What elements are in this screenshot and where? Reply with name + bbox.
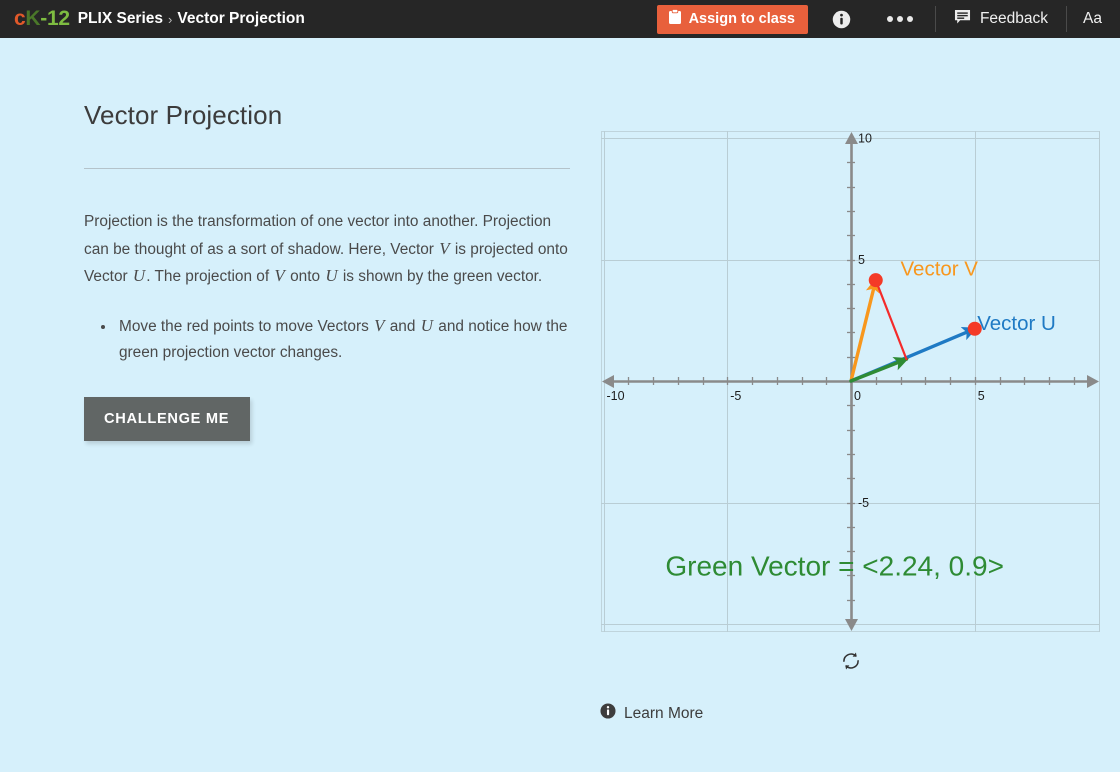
- info-circle-icon: [600, 703, 616, 724]
- info-circle-icon[interactable]: [832, 10, 851, 29]
- breadcrumb-separator-icon: ›: [168, 11, 173, 27]
- math-var-v-1: V: [439, 238, 450, 258]
- lesson-description: Projection is the transformation of one …: [84, 209, 574, 291]
- comment-icon: [954, 9, 971, 30]
- projection-leg: [874, 279, 908, 361]
- graph-canvas[interactable]: -10 -5 0 5 10 5 -5 Vector V Vector U Green Vector…: [601, 131, 1100, 632]
- instruction-list: Move the red points to move Vectors V an…: [84, 313, 574, 367]
- more-options-icon[interactable]: [865, 16, 935, 22]
- clipboard-icon: [668, 8, 682, 29]
- desc-part-3: . The projection of: [146, 268, 274, 285]
- vector-projection-graph[interactable]: -10 -5 0 5 10 5 -5 Vector V Vector U Green Vector…: [601, 131, 1100, 632]
- y-tick-label: -5: [858, 496, 869, 510]
- desc-part-1: Projection is the transformation of one …: [84, 213, 552, 258]
- dot-2: [896, 16, 903, 22]
- desc-part-4: onto: [285, 268, 325, 285]
- list-item: Move the red points to move Vectors V an…: [116, 313, 574, 367]
- bullet-part-3: and notice how the green projection vect…: [119, 317, 568, 362]
- x-tick-label: -10: [607, 389, 625, 403]
- reset-graph-button[interactable]: [838, 650, 864, 674]
- green-vector-readout: Green Vector = <2.24, 0.9>: [665, 550, 1004, 581]
- title-divider: [84, 168, 570, 169]
- vector-u-handle[interactable]: [967, 321, 982, 336]
- y-axis-arrow-up: [845, 132, 858, 144]
- challenge-me-button[interactable]: CHALLENGE ME: [84, 396, 251, 441]
- divider-1: [934, 6, 936, 32]
- math-var-u-1: U: [132, 266, 146, 285]
- math-var-u-3: U: [420, 315, 433, 335]
- x-tick-label: -5: [730, 389, 741, 403]
- vector-v-handle[interactable]: [868, 273, 883, 288]
- divider-2: [1066, 6, 1068, 32]
- vector-line: [849, 277, 880, 383]
- dot-1: [886, 16, 893, 22]
- desc-part-5: is shown by the green vector.: [338, 268, 543, 285]
- learn-more-link[interactable]: Learn More: [600, 703, 703, 724]
- logo-letter-k: K: [25, 7, 41, 30]
- x-axis-arrow-left: [602, 375, 614, 388]
- refresh-icon: [840, 651, 862, 674]
- dot-3: [906, 16, 913, 22]
- breadcrumb-current-page: Vector Projection: [177, 10, 305, 27]
- logo-number-12: -12: [40, 7, 70, 30]
- page-title: Vector Projection: [84, 100, 283, 130]
- learn-more-label: Learn More: [624, 704, 704, 722]
- x-axis-arrow-right: [1087, 375, 1099, 388]
- lesson-text-column: Vector Projection Projection is the tran…: [84, 100, 574, 441]
- feedback-label: Feedback: [979, 10, 1049, 27]
- vector-label: Vector U: [977, 312, 1056, 335]
- logo-letter-c: c: [14, 7, 26, 30]
- bullet-part-1: Move the red points to move Vectors: [119, 317, 374, 335]
- x-tick-label: 5: [978, 389, 985, 403]
- bullet-part-2: and: [385, 317, 420, 335]
- vector-line: [849, 356, 909, 383]
- breadcrumb-plix-series[interactable]: PLIX Series: [77, 10, 164, 27]
- assign-to-class-button[interactable]: Assign to class: [656, 4, 808, 34]
- desc-part-2: is projected onto Vector: [84, 240, 568, 286]
- feedback-button[interactable]: Feedback: [936, 9, 1066, 30]
- y-tick-label: 10: [858, 132, 872, 146]
- top-navigation-actions: Assign to class F: [656, 0, 1120, 38]
- ck-12-logo[interactable]: c K -12: [14, 7, 70, 31]
- text-size-button[interactable]: Aa: [1083, 10, 1102, 27]
- y-axis-arrow-down: [845, 619, 858, 631]
- assign-to-class-label: Assign to class: [688, 11, 795, 27]
- math-var-v-2: V: [274, 266, 285, 285]
- math-var-v-3: V: [374, 315, 385, 335]
- vector-label: Vector V: [901, 257, 979, 280]
- y-tick-label: 5: [858, 253, 865, 267]
- top-navigation-bar: c K -12 PLIX Series › Vector Projection …: [0, 0, 1120, 38]
- math-var-u-2: U: [325, 266, 338, 285]
- x-tick-label: 0: [854, 389, 861, 403]
